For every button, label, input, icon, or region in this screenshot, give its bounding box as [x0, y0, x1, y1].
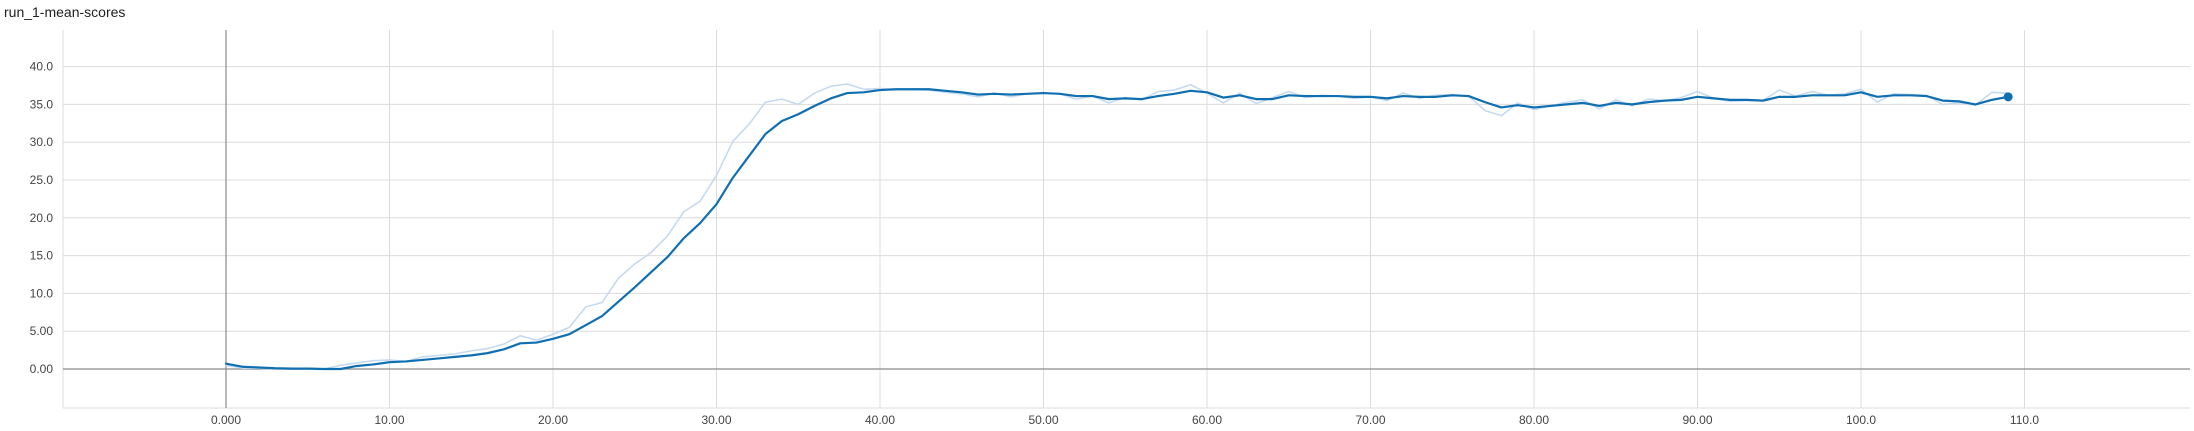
y-tick-label: 25.0: [30, 173, 54, 187]
y-tick-label: 20.0: [30, 211, 54, 225]
y-tick-label: 0.00: [30, 362, 54, 376]
x-tick-label: 60.00: [1192, 413, 1222, 427]
smoothed-series-line: [224, 88, 2010, 371]
label-layer: 0.00 5.00 10.0 15.0 20.0 25.0 30.0 35.0 40.0 0.00…: [30, 60, 2040, 427]
y-tick-label: 10.0: [30, 286, 54, 300]
y-tick-label: 5.00: [30, 324, 54, 338]
x-tick-label: 50.00: [1028, 413, 1058, 427]
raw-series-line: [225, 83, 2009, 370]
x-tick-label: 110.0: [2010, 413, 2039, 427]
y-tick-label: 40.0: [30, 60, 54, 74]
y-tick-label: 35.0: [30, 97, 54, 111]
x-tick-label: 80.00: [1519, 413, 1549, 427]
y-tick-label: 30.0: [30, 135, 54, 149]
grid-layer: [62, 30, 2190, 409]
x-tick-label: 10.00: [374, 413, 404, 427]
x-tick-label: 70.00: [1355, 413, 1385, 427]
x-tick-label: 90.00: [1682, 413, 1712, 427]
x-tick-label: 40.00: [865, 413, 895, 427]
chart-title: run_1-mean-scores: [4, 4, 126, 20]
x-tick-label: 0.000: [211, 413, 241, 427]
series-layer: [224, 83, 2013, 371]
x-tick-label: 30.00: [701, 413, 731, 427]
last-point-marker: [2003, 92, 2013, 102]
y-tick-label: 15.0: [30, 249, 54, 263]
x-tick-label: 20.00: [538, 413, 568, 427]
axis-layer: [63, 30, 2190, 408]
x-tick-label: 100.0: [1846, 413, 1876, 427]
